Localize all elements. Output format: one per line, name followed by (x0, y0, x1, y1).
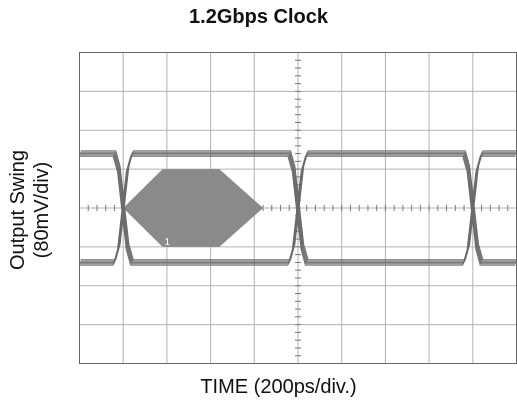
series-line-4 (341, 154, 516, 265)
y-axis-label-line1: Output Swing (7, 150, 29, 270)
series-line-5 (343, 150, 517, 261)
y-axis-label-line2: (80mV/div) (31, 162, 53, 259)
series-line-4 (343, 150, 517, 261)
chart-title: 1.2Gbps Clock (189, 6, 328, 28)
mask-hexagon (123, 169, 264, 247)
x-axis-label: TIME (200ps/div.) (200, 376, 357, 398)
series-line-1 (80, 150, 169, 261)
series-line-4 (340, 155, 516, 266)
scope-plot: 1 (79, 52, 517, 364)
series-line-5 (341, 154, 516, 265)
eye-traces (79, 150, 517, 266)
series-line-4 (342, 151, 517, 262)
series-line-5 (342, 151, 517, 262)
y-axis-label: Output Swing (80mV/div) (7, 150, 53, 270)
mask-label: 1 (165, 237, 171, 248)
series-line-3 (168, 150, 343, 261)
series-line-5 (340, 155, 516, 266)
